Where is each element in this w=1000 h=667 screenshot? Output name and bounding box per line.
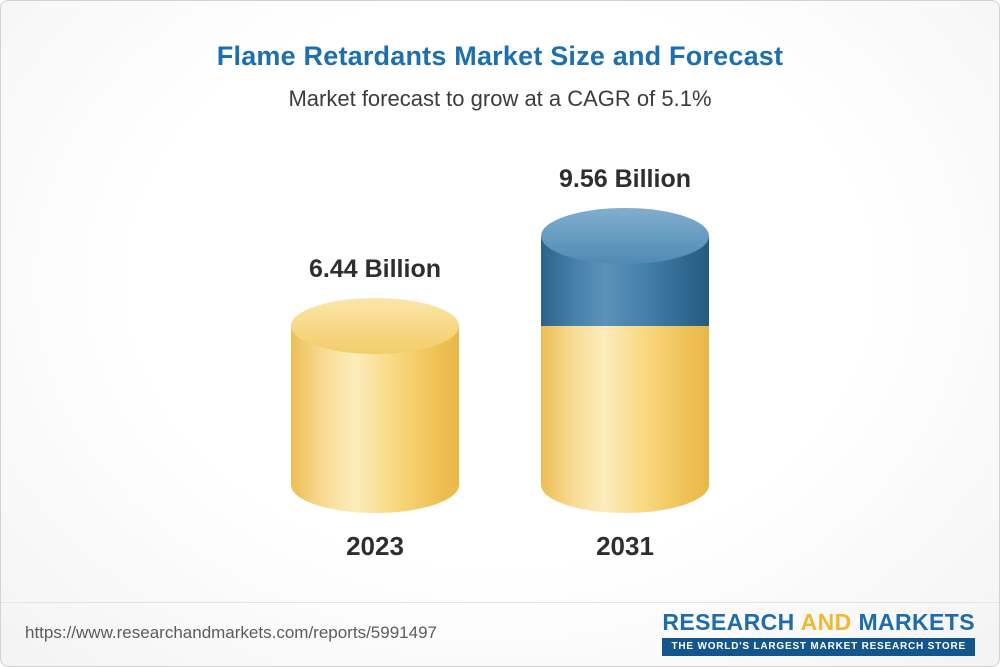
category-label-2023: 2023 — [346, 531, 404, 562]
cylinder-2023 — [291, 298, 459, 514]
logo-word-markets: MARKETS — [858, 608, 975, 635]
value-label-2023: 6.44 Billion — [309, 255, 441, 284]
logo-tagline: THE WORLD'S LARGEST MARKET RESEARCH STOR… — [662, 637, 975, 656]
chart-title: Flame Retardants Market Size and Forecas… — [216, 41, 784, 71]
bar-group-2023: 6.44 Billion 2023 — [291, 255, 459, 561]
cylinder-2031-top-cap — [541, 208, 709, 264]
value-label-2031: 9.56 Billion — [559, 165, 691, 193]
bar-group-2031: 9.56 Billion 2031 — [541, 165, 709, 561]
cylinder-2031 — [541, 208, 709, 514]
bar-chart: 6.44 Billion 2023 9.56 Billion 2031 — [1, 165, 999, 561]
report-url: https://www.researchandmarkets.com/repor… — [25, 622, 437, 642]
footer: https://www.researchandmarkets.com/repor… — [1, 602, 999, 666]
logo-word-and: AND — [800, 608, 852, 635]
logo-word-research: RESEARCH — [662, 608, 795, 635]
cylinder-2023-body — [291, 326, 459, 514]
chart-subtitle: Market forecast to grow at a CAGR of 5.1… — [288, 86, 712, 111]
cylinder-2031-base-segment — [541, 326, 709, 514]
logo-wordmark: RESEARCH AND MARKETS — [662, 608, 975, 635]
research-and-markets-logo: RESEARCH AND MARKETS THE WORLD'S LARGEST… — [662, 608, 975, 656]
chart-header: Flame Retardants Market Size and Forecas… — [1, 1, 999, 112]
category-label-2031: 2031 — [596, 531, 654, 562]
cylinder-2023-top-cap — [291, 298, 459, 355]
